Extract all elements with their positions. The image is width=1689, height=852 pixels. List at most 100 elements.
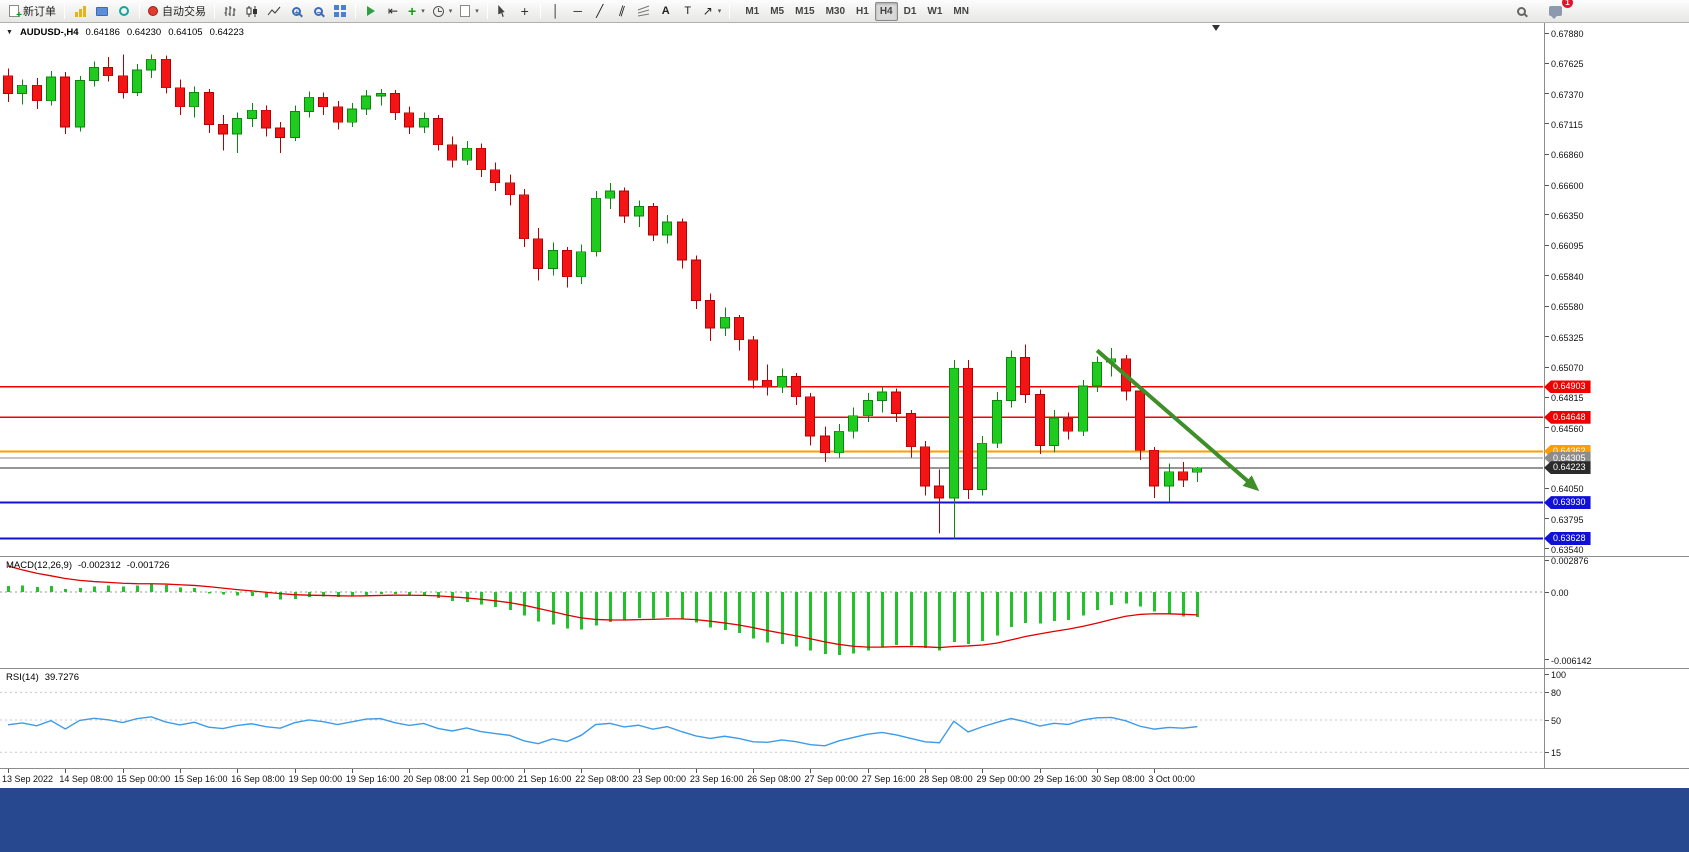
autotrading-button[interactable]: 自动交易 — [144, 2, 210, 21]
candle-body[interactable] — [963, 367, 973, 490]
arrows-tool-button[interactable]: ↗ ▾ — [699, 2, 726, 21]
candle-body[interactable] — [189, 92, 199, 108]
candle-body[interactable] — [433, 118, 443, 146]
candle-body[interactable] — [834, 430, 844, 454]
candlestick-chart-button[interactable] — [241, 2, 263, 21]
candle-body[interactable] — [634, 206, 644, 217]
zoom-in-button[interactable]: + — [285, 2, 307, 21]
candle-body[interactable] — [404, 112, 414, 128]
candle-body[interactable] — [619, 190, 629, 217]
vertical-line-tool-button[interactable]: │ — [545, 2, 567, 21]
candle-body[interactable] — [977, 442, 987, 490]
candle-body[interactable] — [361, 95, 371, 110]
candle-body[interactable] — [347, 108, 357, 123]
candle-body[interactable] — [877, 391, 887, 401]
chart-area[interactable] — [0, 0, 1544, 790]
candle-body[interactable] — [447, 144, 457, 161]
crosshair-tool-button[interactable]: + — [514, 2, 536, 21]
text-label-tool-button[interactable]: T — [677, 2, 699, 21]
candle-body[interactable] — [17, 84, 27, 95]
candle-body[interactable] — [462, 147, 472, 161]
candle-body[interactable] — [949, 367, 959, 499]
panel-separator[interactable] — [0, 768, 1689, 769]
candle-body[interactable] — [777, 376, 787, 388]
candle-body[interactable] — [304, 96, 314, 112]
price-level-label-0.64223[interactable]: 0.64223 — [1544, 461, 1591, 475]
candle-body[interactable] — [290, 111, 300, 139]
candle-body[interactable] — [46, 76, 56, 102]
candle-body[interactable] — [720, 316, 730, 329]
timeframe-m30-button[interactable]: M30 — [825, 5, 846, 17]
candle-body[interactable] — [791, 376, 801, 398]
candle-body[interactable] — [805, 396, 815, 437]
timeframe-m1-button[interactable]: M1 — [745, 5, 760, 17]
candle-body[interactable] — [848, 415, 858, 432]
line-chart-button[interactable] — [263, 2, 285, 21]
timeframe-mn-button[interactable]: MN — [953, 5, 969, 17]
candle-body[interactable] — [175, 87, 185, 108]
candle-body[interactable] — [605, 190, 615, 199]
candle-body[interactable] — [891, 391, 901, 414]
timeframe-m15-button[interactable]: M15 — [795, 5, 815, 17]
candle-body[interactable] — [318, 96, 328, 108]
chart-shift-button[interactable]: ⇤ — [382, 2, 404, 21]
candle-body[interactable] — [1178, 471, 1188, 481]
candle-body[interactable] — [376, 93, 386, 97]
zoom-out-button[interactable]: − — [307, 2, 329, 21]
chart-shift-marker[interactable] — [1212, 25, 1220, 31]
candle-body[interactable] — [118, 75, 128, 93]
candle-body[interactable] — [863, 399, 873, 417]
candle-body[interactable] — [934, 485, 944, 499]
candle-body[interactable] — [490, 169, 500, 184]
price-level-label-0.64648[interactable]: 0.64648 — [1544, 410, 1591, 424]
trendline-tool-button[interactable]: ╱ — [589, 2, 611, 21]
price-level-label-0.63930[interactable]: 0.63930 — [1544, 496, 1591, 510]
candle-body[interactable] — [247, 109, 257, 120]
candle-body[interactable] — [705, 300, 715, 329]
candle-body[interactable] — [591, 197, 601, 253]
one-click-panel-toggle[interactable]: ▼ — [6, 29, 13, 36]
candle-body[interactable] — [562, 250, 572, 278]
timeframe-m5-button[interactable]: M5 — [770, 5, 785, 17]
text-tool-button[interactable]: A — [655, 2, 677, 21]
candle-body[interactable] — [677, 221, 687, 261]
horizontal-line-tool-button[interactable]: ─ — [567, 2, 589, 21]
panel-separator[interactable] — [0, 668, 1689, 669]
periods-button[interactable]: ▾ — [429, 2, 457, 21]
indicators-button[interactable]: + ▾ — [404, 2, 429, 21]
cursor-tool-button[interactable] — [492, 2, 514, 21]
candle-body[interactable] — [906, 413, 916, 448]
candle-body[interactable] — [519, 194, 529, 240]
notifications-button[interactable]: 1 — [1544, 0, 1573, 21]
timeframe-w1-button[interactable]: W1 — [927, 5, 943, 17]
candle-body[interactable] — [232, 118, 242, 135]
time-scale[interactable]: 13 Sep 2022 14 Sep 08:00 15 Sep 00:00 15 Se… — [0, 769, 1544, 788]
candle-body[interactable] — [390, 93, 400, 114]
candle-body[interactable] — [1149, 449, 1159, 487]
candle-body[interactable] — [3, 75, 13, 95]
search-button[interactable] — [1510, 2, 1532, 21]
price-level-label-0.63628[interactable]: 0.63628 — [1544, 532, 1591, 546]
candle-body[interactable] — [275, 127, 285, 139]
candle-body[interactable] — [820, 435, 830, 454]
candle-body[interactable] — [204, 92, 214, 125]
candle-body[interactable] — [60, 76, 70, 128]
price-level-label-0.64903[interactable]: 0.64903 — [1544, 380, 1591, 394]
timeframe-d1-button[interactable]: D1 — [903, 5, 917, 17]
candle-body[interactable] — [1192, 467, 1202, 473]
candle-body[interactable] — [146, 58, 156, 71]
candle-body[interactable] — [1049, 417, 1059, 446]
candle-body[interactable] — [662, 221, 672, 236]
auto-scroll-button[interactable] — [360, 2, 382, 21]
bar-chart-button[interactable] — [219, 2, 241, 21]
candle-body[interactable] — [1035, 394, 1045, 446]
panel-separator[interactable] — [0, 556, 1689, 557]
new-chart-button[interactable] — [69, 2, 91, 21]
candle-body[interactable] — [103, 67, 113, 77]
data-window-button[interactable] — [113, 2, 135, 21]
candle-body[interactable] — [419, 118, 429, 128]
candle-body[interactable] — [762, 379, 772, 388]
channel-tool-button[interactable]: ∥ — [611, 2, 633, 21]
candle-body[interactable] — [218, 124, 228, 135]
candle-body[interactable] — [32, 84, 42, 102]
